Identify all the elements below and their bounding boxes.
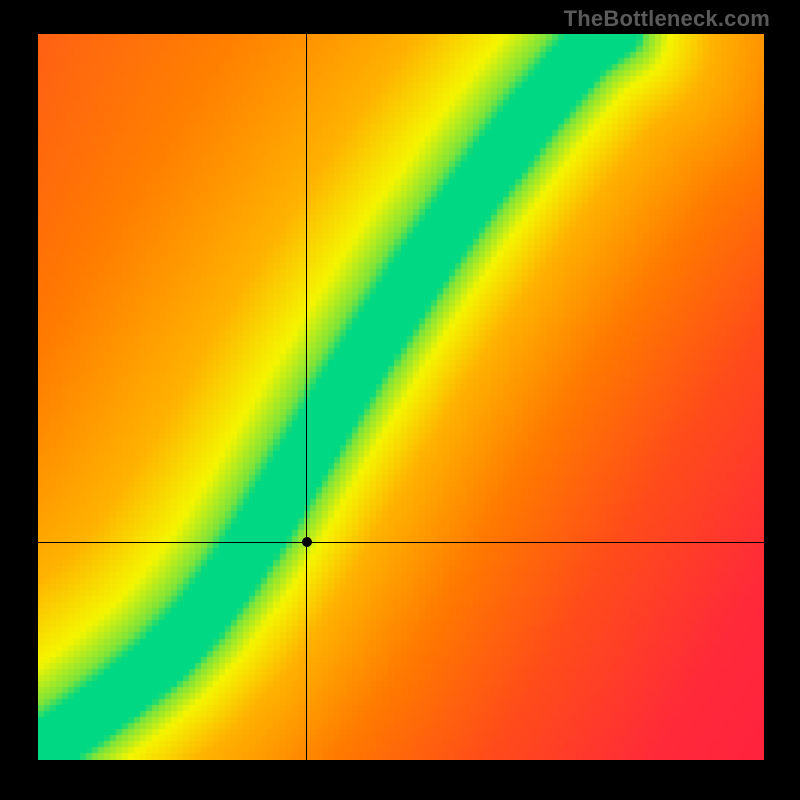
chart-container: TheBottleneck.com (0, 0, 800, 800)
heatmap-canvas (38, 34, 764, 760)
crosshair-vertical (306, 34, 307, 760)
crosshair-marker (302, 537, 312, 547)
crosshair-horizontal (38, 542, 764, 543)
watermark-text: TheBottleneck.com (564, 6, 770, 32)
heatmap-plot (38, 34, 764, 760)
